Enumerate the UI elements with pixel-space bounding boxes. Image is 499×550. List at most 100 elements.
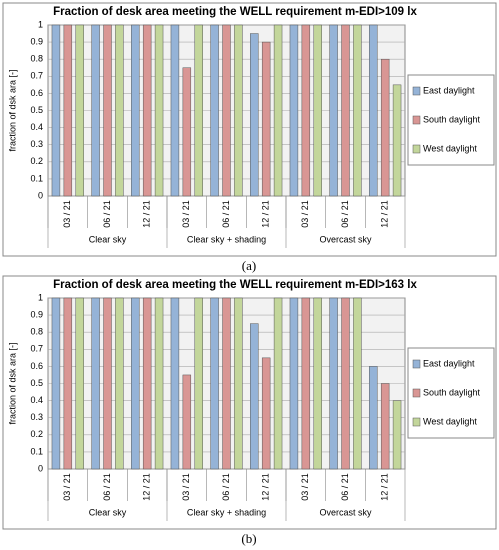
bar bbox=[63, 24, 73, 197]
bar bbox=[103, 297, 112, 470]
group-label: Overcast sky bbox=[319, 234, 372, 244]
x-tick-label: 12 / 21 bbox=[142, 200, 152, 228]
legend-swatch bbox=[412, 86, 421, 96]
y-tick-label: 0.7 bbox=[30, 344, 43, 354]
x-tick-label: 03 / 21 bbox=[300, 200, 310, 228]
x-tick-label: 03 / 21 bbox=[62, 473, 72, 501]
bar bbox=[103, 24, 112, 197]
x-tick-label: 03 / 21 bbox=[181, 473, 191, 501]
y-tick-label: 0.7 bbox=[30, 71, 43, 81]
x-tick-label: 06 / 21 bbox=[102, 200, 112, 228]
bar bbox=[250, 323, 259, 470]
group-label: Clear sky bbox=[89, 234, 127, 244]
bar bbox=[392, 84, 402, 197]
x-tick-label: 12 / 21 bbox=[380, 473, 390, 501]
legend-label: South daylight bbox=[423, 114, 481, 124]
bar bbox=[115, 297, 124, 470]
legend-label: West daylight bbox=[423, 416, 477, 426]
group-label: Overcast sky bbox=[319, 507, 372, 517]
x-tick-label: 06 / 21 bbox=[221, 473, 231, 501]
x-tick-label: 06 / 21 bbox=[102, 473, 112, 501]
group-label: Clear sky bbox=[89, 507, 127, 517]
legend-box bbox=[407, 347, 495, 439]
caption: (a) bbox=[242, 258, 256, 273]
y-tick-label: 0.6 bbox=[30, 88, 43, 98]
y-tick-label: 0.1 bbox=[30, 446, 43, 456]
x-tick-label: 12 / 21 bbox=[261, 200, 271, 228]
bar bbox=[222, 24, 231, 197]
bar bbox=[250, 33, 259, 197]
bar bbox=[75, 297, 84, 470]
bar bbox=[380, 383, 390, 470]
bar bbox=[289, 24, 299, 197]
x-tick-label: 12 / 21 bbox=[380, 200, 390, 228]
legend-swatch bbox=[412, 144, 421, 154]
bar bbox=[380, 58, 390, 197]
legend-swatch bbox=[412, 417, 421, 427]
x-tick-label: 12 / 21 bbox=[142, 473, 152, 501]
x-tick-label: 06 / 21 bbox=[340, 200, 350, 228]
x-tick-label: 12 / 21 bbox=[261, 473, 271, 501]
bar bbox=[353, 297, 362, 470]
bar bbox=[131, 24, 140, 197]
y-tick-label: 0.5 bbox=[30, 378, 43, 388]
bar bbox=[182, 374, 192, 470]
bar bbox=[261, 357, 271, 470]
bar bbox=[75, 24, 84, 197]
bar bbox=[210, 24, 219, 197]
y-tick-label: 0.4 bbox=[30, 395, 43, 405]
chart-title: Fraction of desk area meeting the WELL r… bbox=[53, 279, 417, 291]
x-tick-label: 03 / 21 bbox=[300, 473, 310, 501]
bar bbox=[341, 297, 350, 470]
x-tick-label: 03 / 21 bbox=[181, 200, 191, 228]
bar bbox=[131, 297, 140, 470]
bar bbox=[170, 24, 180, 197]
y-tick-label: 0.6 bbox=[30, 361, 43, 371]
group-label: Clear sky + shading bbox=[187, 234, 266, 244]
bar bbox=[182, 67, 192, 197]
bar bbox=[222, 297, 231, 470]
bar bbox=[154, 297, 164, 470]
bar bbox=[91, 24, 100, 197]
bar bbox=[329, 297, 338, 470]
y-tick-label: 0 bbox=[38, 463, 43, 473]
y-tick-label: 0.2 bbox=[30, 156, 43, 166]
legend-label: South daylight bbox=[423, 387, 481, 397]
bar bbox=[301, 297, 311, 470]
y-tick-label: 1 bbox=[38, 19, 43, 29]
bar bbox=[353, 24, 362, 197]
bar bbox=[392, 400, 402, 470]
legend-label: East daylight bbox=[423, 358, 475, 368]
bar bbox=[142, 297, 152, 470]
bar bbox=[341, 24, 350, 197]
legend-swatch bbox=[412, 115, 421, 125]
bar bbox=[194, 24, 203, 197]
x-tick-label: 03 / 21 bbox=[62, 200, 72, 228]
bar bbox=[170, 297, 180, 470]
x-tick-label: 06 / 21 bbox=[340, 473, 350, 501]
y-tick-label: 0.8 bbox=[30, 327, 43, 337]
bar bbox=[51, 297, 61, 470]
legend-swatch bbox=[412, 388, 421, 398]
x-tick-label: 06 / 21 bbox=[221, 200, 231, 228]
bar bbox=[369, 24, 378, 197]
bar bbox=[115, 24, 124, 197]
legend-swatch bbox=[412, 359, 421, 369]
y-tick-label: 1 bbox=[38, 292, 43, 302]
bar bbox=[313, 24, 322, 197]
bar bbox=[154, 24, 164, 197]
caption: (b) bbox=[241, 531, 256, 546]
bar bbox=[301, 24, 311, 197]
y-tick-label: 0.5 bbox=[30, 105, 43, 115]
bar bbox=[63, 297, 73, 470]
chart-title: Fraction of desk area meeting the WELL r… bbox=[53, 6, 417, 18]
bar bbox=[91, 297, 100, 470]
bar bbox=[313, 297, 322, 470]
y-tick-label: 0.9 bbox=[30, 36, 43, 46]
y-tick-label: 0 bbox=[38, 190, 43, 200]
y-axis-label: fraction of dsk ara [-] bbox=[7, 69, 17, 151]
bar bbox=[273, 297, 283, 470]
y-tick-label: 0.4 bbox=[30, 122, 43, 132]
bar bbox=[261, 41, 271, 197]
